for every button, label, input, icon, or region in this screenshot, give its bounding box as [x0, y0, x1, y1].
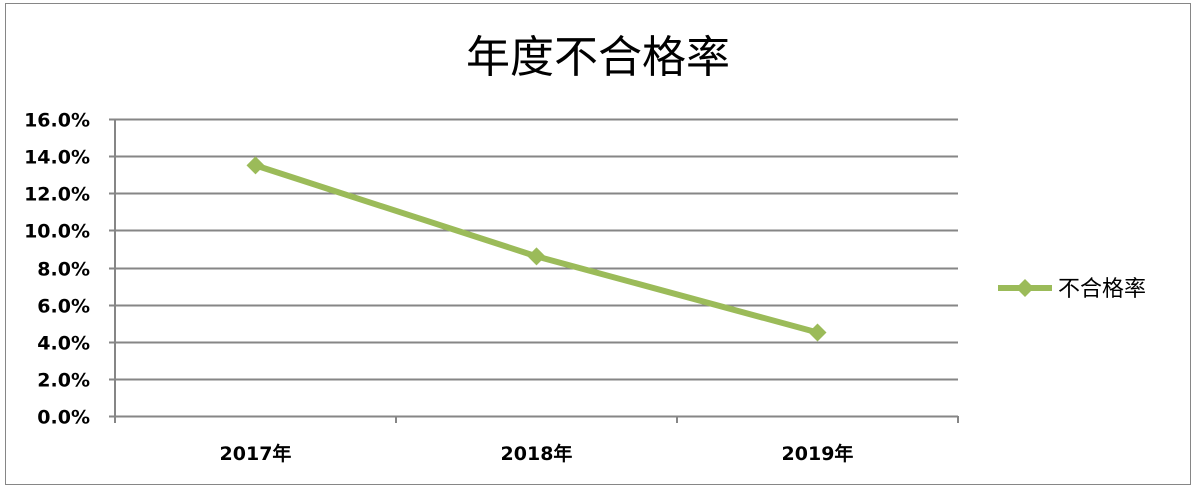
chart-border: [5, 3, 1191, 485]
chart-title: 年度不合格率: [466, 32, 730, 83]
data-point-marker: [808, 323, 827, 342]
y-tick-label: 16.0%: [24, 110, 90, 132]
data-point-marker: [527, 247, 546, 266]
y-tick-label: 4.0%: [37, 333, 90, 355]
x-tick-label: 2019年: [782, 442, 854, 465]
y-tick-label: 6.0%: [37, 296, 90, 318]
y-tick-label: 8.0%: [37, 259, 90, 281]
x-tick-label: 2018年: [501, 442, 573, 465]
y-tick-label: 14.0%: [24, 147, 90, 169]
y-tick-label: 12.0%: [24, 184, 90, 206]
legend-label: 不合格率: [1058, 277, 1146, 302]
y-tick-label: 10.0%: [24, 221, 90, 243]
data-point-marker: [246, 156, 265, 175]
x-tick-label: 2017年: [220, 442, 292, 465]
y-tick-label: 0.0%: [37, 407, 90, 429]
legend: 不合格率: [998, 277, 1146, 302]
y-tick-label: 2.0%: [37, 370, 90, 392]
legend-marker: [1016, 279, 1034, 297]
